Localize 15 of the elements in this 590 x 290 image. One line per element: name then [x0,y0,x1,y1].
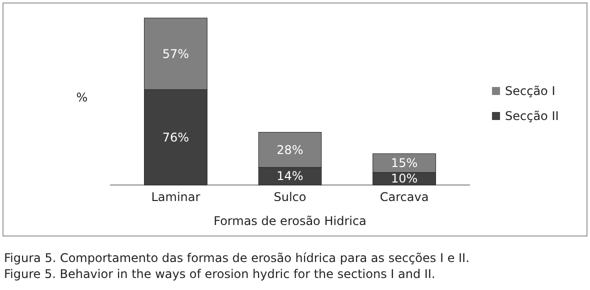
x-tick-label: Sulco [274,190,306,204]
x-tick-label: Laminar [151,190,200,204]
y-axis-title: % [76,90,88,104]
x-tick-label: Carcava [380,190,429,204]
data-label: 14% [276,169,304,184]
data-label: 76% [162,130,190,144]
data-label: 57% [162,46,190,61]
legend-label: Secção II [505,109,559,123]
legend-label: Secção I [505,84,556,98]
x-axis-title: Formas de erosão Hidrica [214,214,366,228]
text: Figura 5. Comportamento das formas de erosão hídrica para as secções I e II. [4,251,470,265]
data-label: 15% [390,156,418,170]
caption: Figure 5. Behavior in the ways of erosion hydric for the sections I and II. [4,267,436,281]
data-label: 28% [276,142,304,157]
data-label: 10% [390,172,418,186]
